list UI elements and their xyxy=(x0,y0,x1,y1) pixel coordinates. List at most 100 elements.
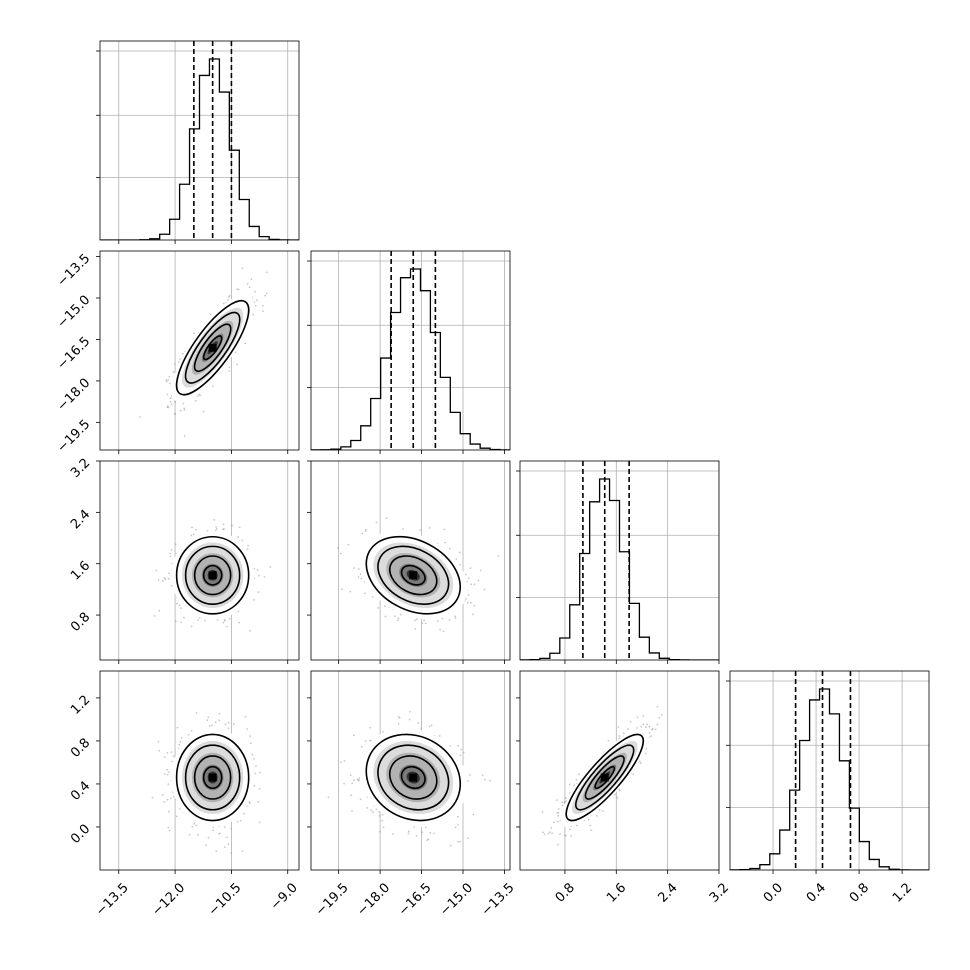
sample-point xyxy=(176,726,179,729)
sample-point xyxy=(225,836,228,839)
sample-point xyxy=(169,555,172,558)
sample-point xyxy=(158,609,161,612)
sample-point xyxy=(261,305,264,307)
sample-point xyxy=(636,716,639,719)
sample-point xyxy=(394,615,396,617)
sample-point xyxy=(420,727,423,730)
sample-point xyxy=(343,760,346,762)
panel-frame xyxy=(99,40,300,241)
sample-point xyxy=(246,728,249,730)
sample-point xyxy=(497,555,500,557)
sample-point xyxy=(392,833,394,835)
panel-frame xyxy=(99,670,300,871)
sample-point xyxy=(454,826,457,829)
sample-point xyxy=(208,725,211,727)
sample-point xyxy=(168,572,170,575)
density-peak xyxy=(409,773,418,782)
sample-point xyxy=(233,723,235,726)
panel-frame xyxy=(99,460,300,661)
sample-point xyxy=(230,852,233,854)
contour-line xyxy=(377,744,450,811)
sample-point xyxy=(237,610,240,613)
sample-point xyxy=(381,814,384,816)
sample-point xyxy=(207,836,210,839)
contour-line xyxy=(400,564,426,586)
density-peak xyxy=(208,343,217,352)
sample-point xyxy=(472,813,475,816)
sample-point xyxy=(241,850,244,852)
sample-point xyxy=(255,765,257,768)
sample-point xyxy=(407,832,410,835)
sample-point xyxy=(408,718,411,721)
sample-point xyxy=(238,621,240,624)
sample-point xyxy=(191,526,193,529)
sample-point xyxy=(190,730,193,732)
sample-point xyxy=(168,375,171,378)
sample-point xyxy=(257,591,260,594)
panel-frame xyxy=(310,670,511,871)
sample-point xyxy=(477,579,480,582)
sample-point xyxy=(375,521,378,524)
sample-point xyxy=(228,617,231,620)
panel-1-0 xyxy=(96,250,300,454)
sample-point xyxy=(170,548,173,551)
sample-point xyxy=(197,833,199,836)
panel-content xyxy=(118,461,289,660)
sample-point xyxy=(469,774,471,776)
sample-point xyxy=(457,824,459,826)
sample-point xyxy=(169,552,172,555)
sample-point xyxy=(192,533,195,536)
sample-point xyxy=(258,821,261,824)
sample-point xyxy=(629,720,632,723)
sample-point xyxy=(377,607,380,609)
contour-line xyxy=(388,555,438,596)
sample-point xyxy=(190,534,193,537)
sample-point xyxy=(458,551,461,554)
sample-point xyxy=(353,779,355,782)
sample-point xyxy=(438,735,441,737)
sample-point xyxy=(180,607,182,610)
sample-point xyxy=(167,406,170,409)
sample-point xyxy=(359,573,362,575)
sample-point xyxy=(587,818,590,821)
sample-point xyxy=(553,821,555,824)
sample-point xyxy=(182,402,185,405)
sample-point xyxy=(343,782,345,785)
sample-point xyxy=(167,771,170,774)
sample-point xyxy=(398,717,401,719)
sample-point xyxy=(419,529,421,531)
sample-point xyxy=(195,528,197,531)
sample-point xyxy=(263,576,266,578)
sample-point xyxy=(484,778,486,781)
sample-point xyxy=(428,725,431,728)
sample-point xyxy=(167,826,170,829)
sample-point xyxy=(479,569,482,572)
contour-line xyxy=(175,299,250,396)
sample-point xyxy=(218,832,221,835)
sample-point xyxy=(170,403,173,406)
sample-point xyxy=(442,630,445,633)
sample-point xyxy=(642,723,645,726)
panel-0-0 xyxy=(96,40,300,244)
sample-point xyxy=(543,833,546,836)
sample-point xyxy=(570,834,572,837)
sample-point xyxy=(347,543,350,546)
sample-point xyxy=(209,313,212,316)
contour-line xyxy=(388,755,438,800)
contour-line xyxy=(193,755,232,800)
sample-point xyxy=(469,567,472,569)
sample-point xyxy=(462,751,465,754)
sample-point xyxy=(223,528,225,531)
sample-point xyxy=(166,393,169,396)
sample-point xyxy=(195,824,198,827)
sample-point xyxy=(250,278,253,281)
sample-point xyxy=(249,742,252,745)
sample-point xyxy=(456,815,459,818)
sample-point xyxy=(236,363,239,366)
sample-point xyxy=(424,622,427,625)
sample-point xyxy=(174,543,177,546)
sample-point xyxy=(421,831,424,834)
contour-line xyxy=(202,564,223,586)
sample-point xyxy=(360,745,363,748)
sample-point xyxy=(357,568,360,570)
